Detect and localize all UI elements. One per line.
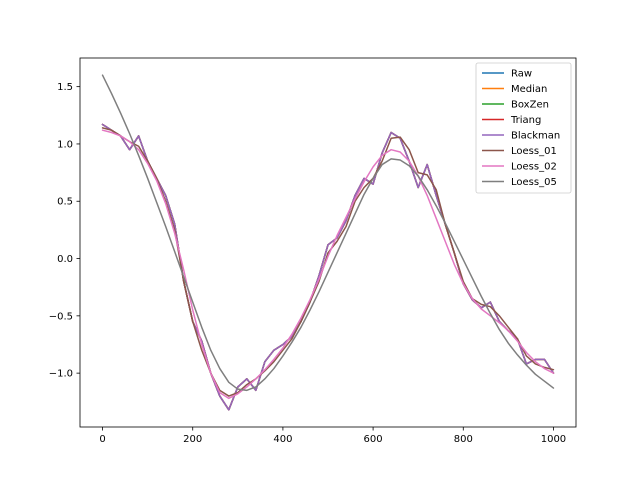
legend-box bbox=[475, 62, 572, 194]
y-tick-label: −1.0 bbox=[49, 369, 73, 380]
x-tick-label: 1000 bbox=[541, 434, 566, 445]
x-tick-label: 600 bbox=[364, 434, 383, 445]
legend-label: Median bbox=[511, 84, 547, 95]
series-line-loess-05 bbox=[101, 74, 555, 392]
x-tick-label: 0 bbox=[99, 434, 105, 445]
legend-label: Loess_02 bbox=[511, 162, 557, 173]
legend-label: BoxZen bbox=[511, 100, 549, 111]
y-tick-label: 1.0 bbox=[57, 139, 73, 150]
y-tick-label: 0.0 bbox=[57, 254, 73, 265]
legend: Raw Median BoxZen Triang Blackman Loess_01 Loe… bbox=[475, 62, 572, 194]
x-tick-label: 200 bbox=[183, 434, 202, 445]
plot-frame bbox=[79, 57, 577, 428]
legend-label: Triang bbox=[510, 115, 541, 126]
legend-label: Loess_01 bbox=[511, 146, 557, 157]
y-tick-label: 1.5 bbox=[57, 82, 73, 93]
x-tick-label: 800 bbox=[454, 434, 473, 445]
axes: 0 200 400 600 800 1000 −1.0 −0.5 0.0 0.5 1.0 1.5 bbox=[49, 57, 577, 445]
y-tick-label: −0.5 bbox=[49, 311, 73, 322]
legend-label: Raw bbox=[511, 69, 532, 80]
legend-label: Blackman bbox=[511, 131, 560, 142]
y-tick-label: 0.5 bbox=[57, 197, 73, 208]
legend-label: Loess_05 bbox=[511, 177, 557, 188]
series-layer bbox=[101, 74, 555, 411]
series-line-loess-02 bbox=[101, 129, 555, 400]
x-tick-label: 400 bbox=[273, 434, 292, 445]
